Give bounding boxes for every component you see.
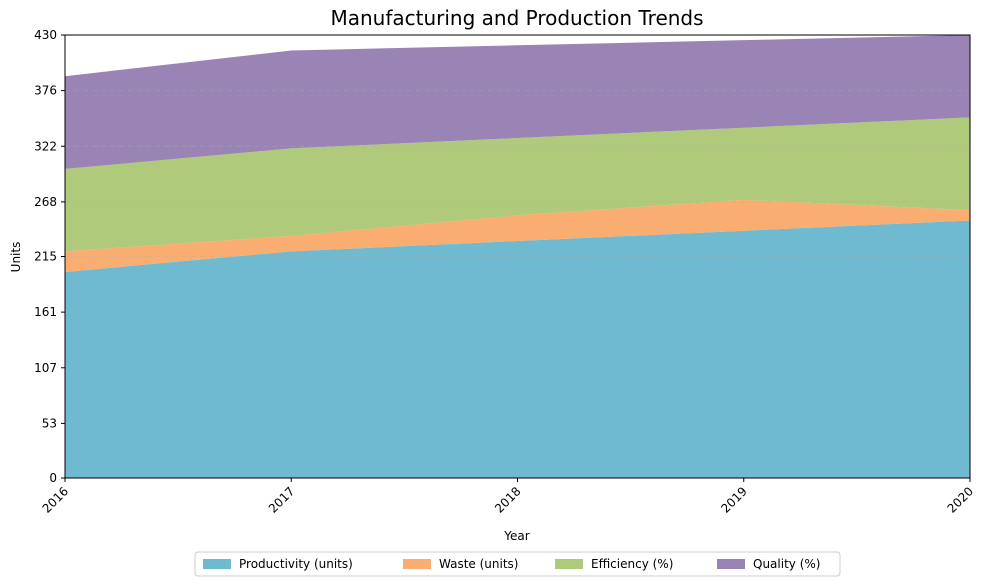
legend-swatch <box>403 559 431 569</box>
legend-label: Efficiency (%) <box>591 557 673 571</box>
x-tick-label: 2019 <box>718 484 749 515</box>
chart-title: Manufacturing and Production Trends <box>330 6 703 30</box>
y-tick-label: 268 <box>34 195 57 209</box>
area-series-group <box>65 35 970 478</box>
x-tick-label: 2017 <box>266 484 297 515</box>
y-tick-label: 322 <box>34 139 57 153</box>
y-tick-label: 376 <box>34 84 57 98</box>
legend-label: Quality (%) <box>753 557 820 571</box>
x-tick-label: 2016 <box>40 484 71 515</box>
area-series-2 <box>65 199 970 272</box>
legend-frame <box>194 551 841 577</box>
legend-label: Productivity (units) <box>239 557 353 571</box>
legend-swatch <box>203 559 231 569</box>
y-axis-ticks: 0 53 107 161 215 268 322 376 430 <box>34 28 65 485</box>
x-axis-title: Year <box>503 529 529 543</box>
x-tick-label: 2020 <box>945 484 976 515</box>
legend: Productivity (units) Waste (units) Efficie… <box>194 551 841 577</box>
area-series-4 <box>65 35 970 169</box>
y-tick-label: 53 <box>42 416 57 430</box>
y-tick-label: 215 <box>34 250 57 264</box>
y-axis-title: Units <box>9 242 23 273</box>
area-series-1 <box>65 220 970 478</box>
area-series-3 <box>65 117 970 252</box>
y-tick-label: 161 <box>34 305 57 319</box>
x-tick-label: 2018 <box>492 484 523 515</box>
y-tick-label: 107 <box>34 361 57 375</box>
legend-label: Waste (units) <box>439 557 518 571</box>
legend-swatch <box>717 559 745 569</box>
y-tick-label: 430 <box>34 28 57 42</box>
x-axis-ticks: 2016 2017 2018 2019 2020 <box>40 478 976 516</box>
legend-swatch <box>555 559 583 569</box>
y-tick-label: 0 <box>49 471 57 485</box>
